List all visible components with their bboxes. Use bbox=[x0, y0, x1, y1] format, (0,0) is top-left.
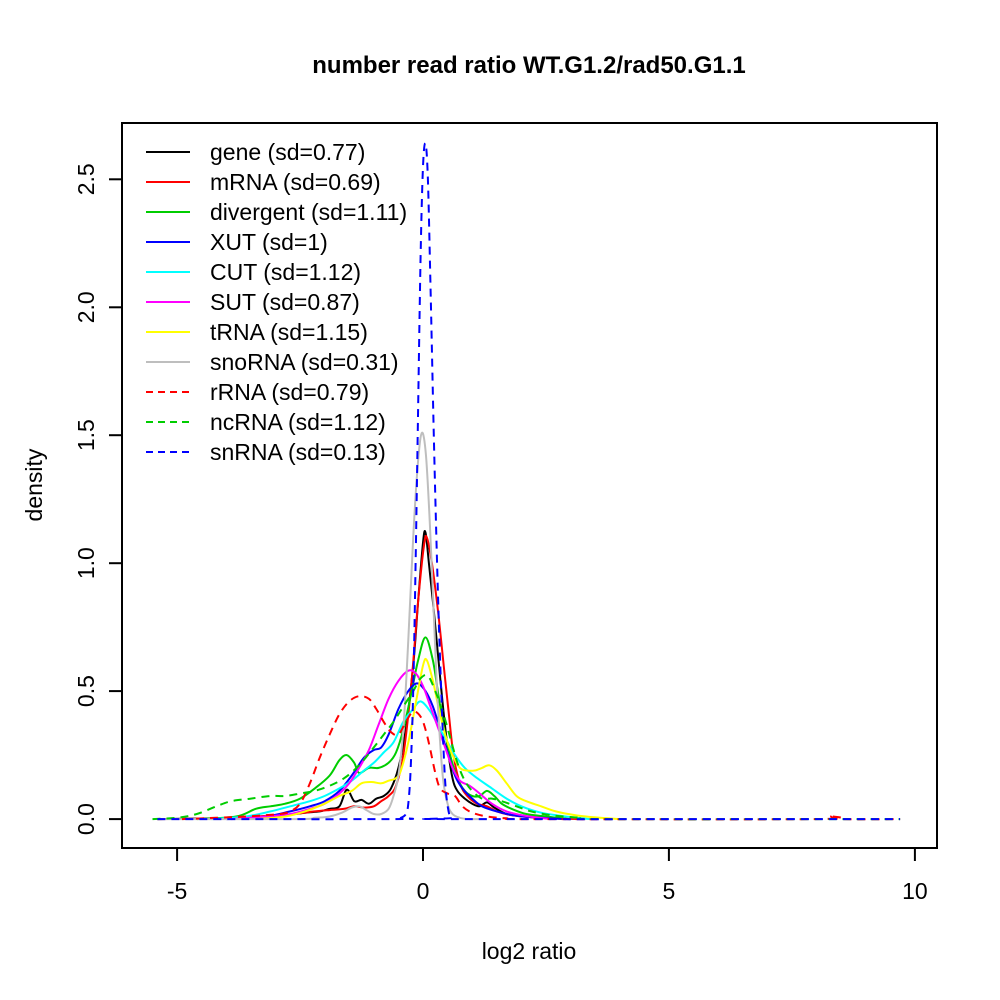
legend-label: ncRNA (sd=1.12) bbox=[210, 409, 386, 435]
y-axis-label: density bbox=[21, 448, 47, 521]
x-tick-label: 5 bbox=[663, 878, 676, 904]
legend-item-divergent: divergent (sd=1.11) bbox=[146, 199, 407, 225]
density-curve-tRNA bbox=[255, 657, 620, 821]
legend-item-tRNA: tRNA (sd=1.15) bbox=[146, 319, 368, 345]
legend-item-gene: gene (sd=0.77) bbox=[146, 139, 365, 165]
legend-item-CUT: CUT (sd=1.12) bbox=[146, 259, 361, 285]
legend-item-ncRNA: ncRNA (sd=1.12) bbox=[146, 409, 386, 435]
x-axis-label: log2 ratio bbox=[482, 938, 577, 964]
x-tick-label: 0 bbox=[417, 878, 430, 904]
legend-label: mRNA (sd=0.69) bbox=[210, 169, 381, 195]
y-tick-label: 0.0 bbox=[73, 803, 99, 835]
y-tick-label: 0.5 bbox=[73, 675, 99, 707]
chart-title: number read ratio WT.G1.2/rad50.G1.1 bbox=[312, 52, 745, 79]
density-curve-rRNA bbox=[181, 695, 901, 821]
legend-item-snoRNA: snoRNA (sd=0.31) bbox=[146, 349, 399, 375]
density-curve-gene bbox=[157, 530, 571, 821]
legend: gene (sd=0.77) mRNA (sd=0.69) divergent (s… bbox=[146, 139, 407, 465]
legend-label: divergent (sd=1.11) bbox=[210, 199, 407, 225]
legend-item-snRNA: snRNA (sd=0.13) bbox=[146, 439, 386, 465]
density-curve-XUT bbox=[226, 682, 566, 821]
legend-label: XUT (sd=1) bbox=[210, 229, 328, 255]
legend-item-XUT: XUT (sd=1) bbox=[146, 229, 328, 255]
y-tick-label: 1.0 bbox=[73, 547, 99, 579]
density-curve-ncRNA bbox=[152, 673, 901, 821]
y-tick-label: 1.5 bbox=[73, 419, 99, 451]
density-curve-mRNA bbox=[157, 534, 586, 821]
legend-label: snRNA (sd=0.13) bbox=[210, 439, 386, 465]
legend-label: tRNA (sd=1.15) bbox=[210, 319, 368, 345]
y-tick-label: 2.5 bbox=[73, 163, 99, 195]
legend-label: CUT (sd=1.12) bbox=[210, 259, 361, 285]
legend-item-mRNA: mRNA (sd=0.69) bbox=[146, 169, 381, 195]
legend-item-rRNA: rRNA (sd=0.79) bbox=[146, 379, 369, 405]
density-curve-snoRNA bbox=[157, 431, 488, 821]
plot-box bbox=[121, 122, 938, 849]
legend-label: SUT (sd=0.87) bbox=[210, 289, 360, 315]
x-tick-label: -5 bbox=[167, 878, 187, 904]
y-tick-label: 2.0 bbox=[73, 291, 99, 323]
legend-label: rRNA (sd=0.79) bbox=[210, 379, 369, 405]
x-axis: -5 0 5 10 bbox=[167, 848, 928, 904]
density-curves bbox=[152, 142, 901, 821]
legend-label: gene (sd=0.77) bbox=[210, 139, 365, 165]
y-axis: 0.0 0.5 1.0 1.5 2.0 2.5 bbox=[73, 163, 122, 835]
x-tick-label: 10 bbox=[902, 878, 928, 904]
legend-item-SUT: SUT (sd=0.87) bbox=[146, 289, 360, 315]
density-curve-divergent bbox=[196, 636, 571, 821]
legend-label: snoRNA (sd=0.31) bbox=[210, 349, 399, 375]
